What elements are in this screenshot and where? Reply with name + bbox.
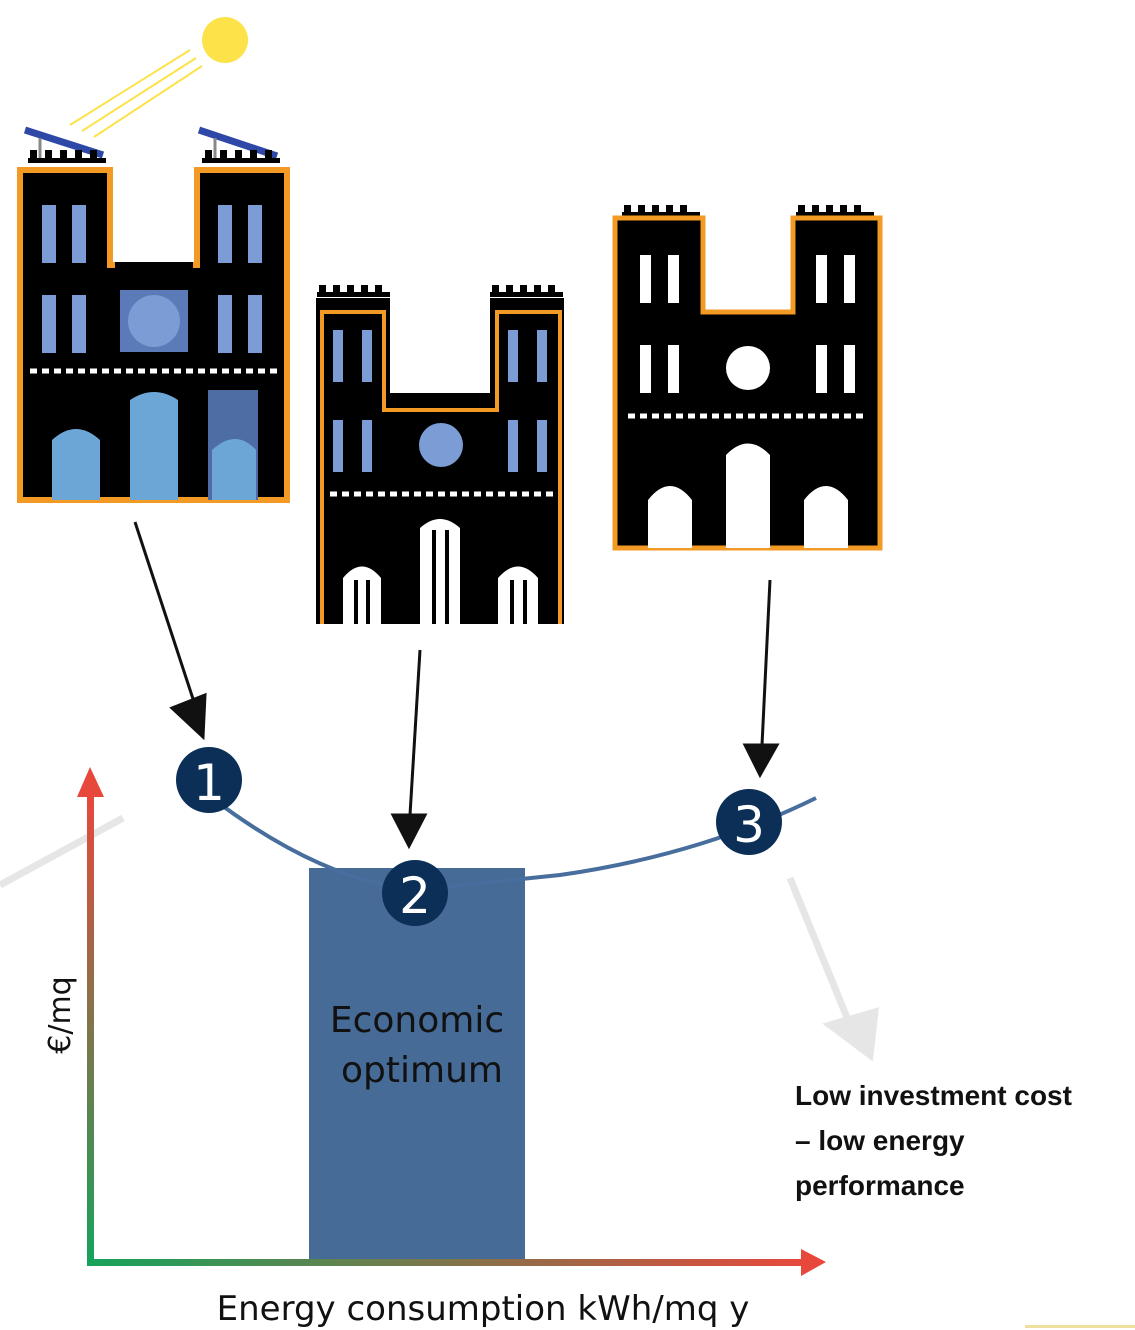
economic-optimum-band: Economic optimum [309,868,525,1260]
low-cost-note: Low investment cost – low energy perform… [795,1073,1125,1208]
accent-line [1025,1325,1135,1328]
cathedral-icon [612,205,883,551]
marker-3: 3 [716,789,782,855]
sun-icon [69,17,248,138]
optimum-label-line-1: Economic [330,1000,504,1041]
grey-arrows [0,814,880,1062]
marker-1: 1 [176,747,242,813]
x-axis-label: Energy consumption kWh/mq y [217,1289,750,1329]
cost-curve [210,796,817,893]
optimum-label-line-2: optimum [341,1050,503,1091]
note-line-1: Low investment cost [795,1080,1072,1111]
marker-3-number: 3 [733,796,765,854]
note-line-2: – low energy [795,1125,965,1156]
note-line-3: performance [795,1170,965,1201]
y-axis-label: €/mq [43,976,78,1053]
axes [77,767,826,1276]
marker-1-number: 1 [193,754,225,812]
marker-2-number: 2 [399,867,431,925]
pointer-arrows [133,521,780,850]
cathedral-icon [316,285,564,624]
cathedral-icon [17,126,290,503]
marker-2: 2 [382,860,448,926]
